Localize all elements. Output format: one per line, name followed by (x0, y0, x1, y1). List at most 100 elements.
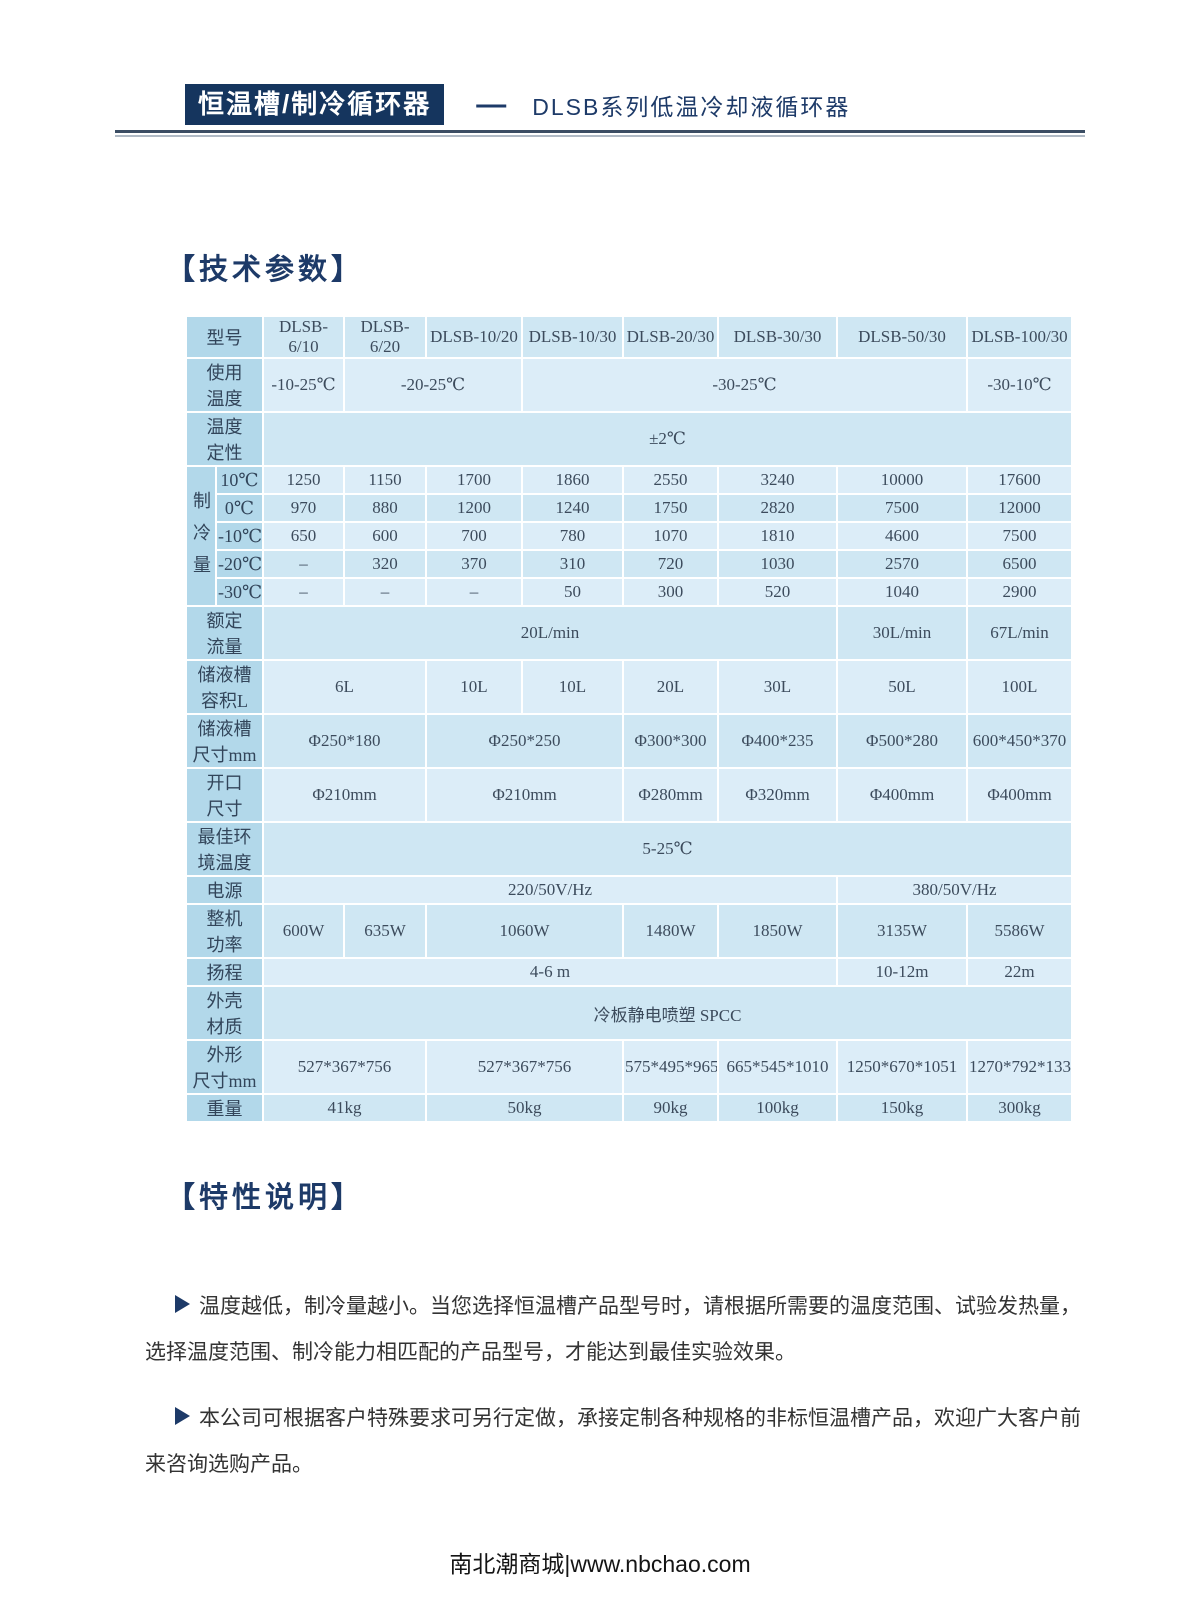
spec-row: 最佳环 境温度 5-25℃ (185, 821, 1073, 877)
spec-value-cell: 3240 (717, 465, 838, 495)
spec-value-cell: Φ400*235 (717, 713, 838, 769)
page-header: 恒温槽/制冷循环器 — DLSB系列低温冷却液循环器 (185, 84, 850, 125)
spec-value-cell: 50 (521, 577, 624, 607)
spec-row-label: 扬程 (185, 957, 264, 987)
spec-value-cell: 10L (425, 659, 523, 715)
spec-value-cell: 1040 (836, 577, 968, 607)
spec-row-label: 0℃ (215, 493, 264, 523)
spec-value-cell: 720 (622, 549, 719, 579)
spec-value-cell: -30-10℃ (966, 357, 1073, 413)
arrow-bullet-icon (175, 1407, 190, 1425)
spec-value-cell: 880 (343, 493, 427, 523)
spec-row: 外形 尺寸mm 527*367*756 527*367*756 575*495*965… (185, 1039, 1073, 1095)
model-header-cell: DLSB-6/20 (343, 315, 427, 359)
spec-value-cell: Φ300*300 (622, 713, 719, 769)
spec-row: 0℃ 970 880 1200 1240 1750 2820 7500 12000 (186, 493, 1073, 523)
spec-value-cell: 4600 (836, 521, 968, 551)
spec-value-cell: 320 (343, 549, 427, 579)
spec-value-cell: 2570 (836, 549, 968, 579)
spec-value-cell: 1030 (717, 549, 838, 579)
spec-value-cell: 1810 (717, 521, 838, 551)
spec-row: 整机 功率 600W 635W 1060W 1480W 1850W 3135W 5586W (185, 903, 1073, 959)
spec-row-label: 储液槽 尺寸mm (185, 713, 264, 769)
spec-row-label: 电源 (185, 875, 264, 905)
model-header-cell: DLSB-100/30 (966, 315, 1073, 359)
spec-row-label: 整机 功率 (185, 903, 264, 959)
header-subtitle: DLSB系列低温冷却液循环器 (532, 93, 851, 120)
spec-value-cell: -20-25℃ (343, 357, 523, 413)
spec-row: 重量 41kg 50kg 90kg 100kg 150kg 300kg (185, 1093, 1073, 1123)
spec-row-label: 额定 流量 (185, 605, 264, 661)
spec-value-cell: 1250 (262, 465, 345, 495)
spec-value-cell: 6L (262, 659, 427, 715)
spec-value-cell: 5-25℃ (262, 821, 1073, 877)
spec-value-cell: 2900 (966, 577, 1073, 607)
spec-value-cell: 600*450*370 (966, 713, 1073, 769)
spec-row-label: 使用 温度 (185, 357, 264, 413)
spec-value-cell: 30L/min (836, 605, 968, 661)
features-title: 【特性说明】 (166, 1182, 365, 1214)
spec-value-cell: 300 (622, 577, 719, 607)
footer-text: 南北潮商城|www.nbchao.com (449, 1551, 751, 1577)
spec-value-cell: 310 (521, 549, 624, 579)
spec-value-cell: 1250*670*1051 (836, 1039, 968, 1095)
spec-value-cell: 665*545*1010 (717, 1039, 838, 1095)
feature-paragraph: 本公司可根据客户特殊要求可另行定做，承接定制各种规格的非标恒温槽产品，欢迎广大客… (145, 1396, 1087, 1488)
spec-value-cell: 7500 (966, 521, 1073, 551)
spec-value-cell: 1750 (622, 493, 719, 523)
spec-table: 型号 DLSB-6/10 DLSB-6/20 DLSB-10/20 DLSB-10/30… (185, 315, 1073, 1123)
spec-row: -10℃ 650 600 700 780 1070 1810 4600 7500 (186, 521, 1073, 551)
spec-value-cell: 635W (343, 903, 427, 959)
spec-value-cell: 90kg (622, 1093, 719, 1123)
spec-value-cell: 2820 (717, 493, 838, 523)
spec-value-cell: Φ500*280 (836, 713, 968, 769)
spec-value-cell: Φ320mm (717, 767, 838, 823)
header-badge: 恒温槽/制冷循环器 (185, 84, 445, 125)
spec-table-wrapper: 型号 DLSB-6/10 DLSB-6/20 DLSB-10/20 DLSB-10/30… (185, 315, 1073, 1123)
spec-value-cell: Φ400mm (836, 767, 968, 823)
spec-value-cell: 700 (425, 521, 523, 551)
spec-row-label: 重量 (185, 1093, 264, 1123)
spec-value-cell: ±2℃ (262, 411, 1073, 467)
spec-value-cell: 150kg (836, 1093, 968, 1123)
arrow-bullet-icon (175, 1295, 190, 1313)
header-dash-icon: — (476, 87, 507, 121)
model-header-cell: DLSB-10/30 (521, 315, 624, 359)
spec-value-cell: 380/50V/Hz (836, 875, 1073, 905)
spec-value-cell: 970 (262, 493, 345, 523)
spec-value-cell: 1860 (521, 465, 624, 495)
spec-value-cell: 650 (262, 521, 345, 551)
spec-row: 储液槽 尺寸mm Φ250*180 Φ250*250 Φ300*300 Φ400*235… (185, 713, 1073, 769)
spec-value-cell: Φ250*180 (262, 713, 427, 769)
spec-value-cell: 6500 (966, 549, 1073, 579)
spec-value-cell: – (343, 577, 427, 607)
spec-value-cell: 527*367*756 (425, 1039, 624, 1095)
feature-text: 温度越低，制冷量越小。当您选择恒温槽产品型号时，请根据所需要的温度范围、试验发热… (145, 1295, 1081, 1364)
spec-value-cell: 300kg (966, 1093, 1073, 1123)
spec-row: 使用 温度 -10-25℃ -20-25℃ -30-25℃ -30-10℃ (185, 357, 1073, 413)
spec-value-cell: 1070 (622, 521, 719, 551)
model-header-cell: DLSB-30/30 (717, 315, 838, 359)
model-header-cell: DLSB-6/10 (262, 315, 345, 359)
spec-value-cell: 780 (521, 521, 624, 551)
spec-value-cell: 5586W (966, 903, 1073, 959)
spec-row-label: 外形 尺寸mm (185, 1039, 264, 1095)
spec-value-cell: 4-6 m (262, 957, 838, 987)
spec-row: 温度 定性 ±2℃ (185, 411, 1073, 467)
spec-row-label: -10℃ (215, 521, 264, 551)
spec-row: 型号 DLSB-6/10 DLSB-6/20 DLSB-10/20 DLSB-10/30… (185, 315, 1073, 359)
spec-row-label: 开口 尺寸 (185, 767, 264, 823)
spec-value-cell: 1060W (425, 903, 624, 959)
spec-row-label: -30℃ (215, 577, 264, 607)
spec-value-cell: 30L (717, 659, 838, 715)
spec-row: -20℃ –320 370 310 720 1030 2570 6500 (186, 549, 1073, 579)
spec-value-cell: 220/50V/Hz (262, 875, 838, 905)
spec-row-label: 制冷量 (185, 465, 217, 607)
model-header-cell: DLSB-50/30 (836, 315, 968, 359)
model-header-cell: DLSB-20/30 (622, 315, 719, 359)
spec-row-label: 10℃ (215, 465, 264, 495)
spec-row: 储液槽 容积L 6L 10L 10L 20L 30L 50L 100L (185, 659, 1073, 715)
spec-value-cell: 10000 (836, 465, 968, 495)
spec-value-cell: 100kg (717, 1093, 838, 1123)
